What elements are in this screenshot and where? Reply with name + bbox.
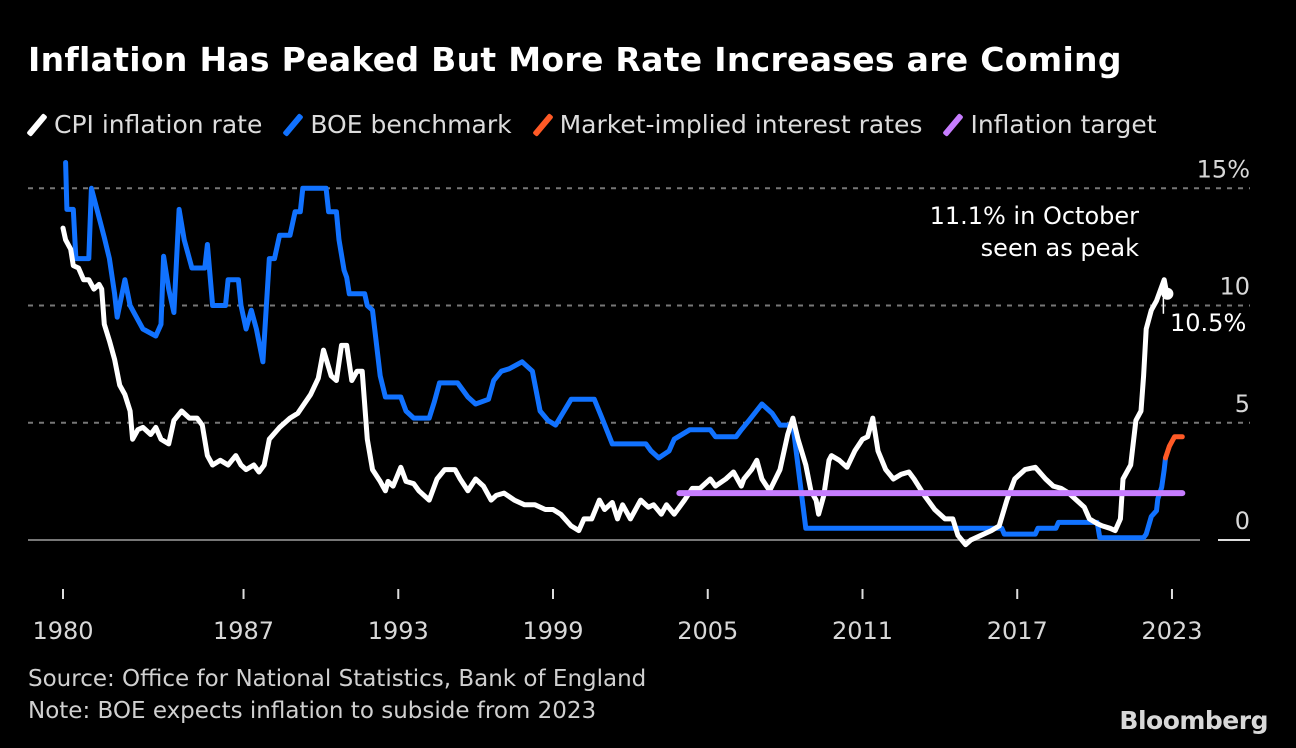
x-tick-label: 1987 — [213, 617, 274, 645]
cpi-line — [60, 225, 1172, 548]
footnote: Note: BOE expects inflation to subside f… — [28, 698, 597, 724]
legend-item-cpi: CPI inflation rate — [26, 110, 263, 139]
y-tick-label: 5 — [1235, 390, 1250, 418]
legend: CPI inflation rate BOE benchmark Market-… — [26, 110, 1157, 139]
market-implied-line — [1163, 434, 1185, 461]
boe-line — [63, 160, 1168, 541]
bloomberg-logo: Bloomberg — [1119, 706, 1268, 735]
source-note: Source: Office for National Statistics, … — [28, 666, 647, 692]
legend-label: CPI inflation rate — [54, 110, 263, 139]
y-tick-label: 10 — [1219, 273, 1250, 301]
y-tick-label: 15% — [1197, 155, 1250, 183]
legend-item-market: Market-implied interest rates — [531, 110, 923, 139]
x-tick-label: 2011 — [832, 617, 893, 645]
x-tick-label: 2023 — [1141, 617, 1202, 645]
peak-annotation: 11.1% in October — [930, 202, 1140, 230]
x-tick-label: 1999 — [522, 617, 583, 645]
legend-item-target: Inflation target — [942, 110, 1157, 139]
y-tick-label: 0 — [1235, 507, 1250, 535]
x-tick-label: 2005 — [677, 617, 738, 645]
chart-title: Inflation Has Peaked But More Rate Incre… — [28, 40, 1122, 79]
legend-item-boe: BOE benchmark — [282, 110, 512, 139]
latest-point-marker — [1161, 287, 1174, 300]
latest-value-label: 10.5% — [1170, 309, 1246, 337]
legend-label: Inflation target — [970, 110, 1157, 139]
legend-label: BOE benchmark — [310, 110, 512, 139]
x-tick-label: 1980 — [32, 617, 93, 645]
legend-label: Market-implied interest rates — [559, 110, 923, 139]
x-tick-label: 2017 — [987, 617, 1048, 645]
peak-annotation: seen as peak — [981, 234, 1139, 262]
x-tick-label: 1993 — [368, 617, 429, 645]
